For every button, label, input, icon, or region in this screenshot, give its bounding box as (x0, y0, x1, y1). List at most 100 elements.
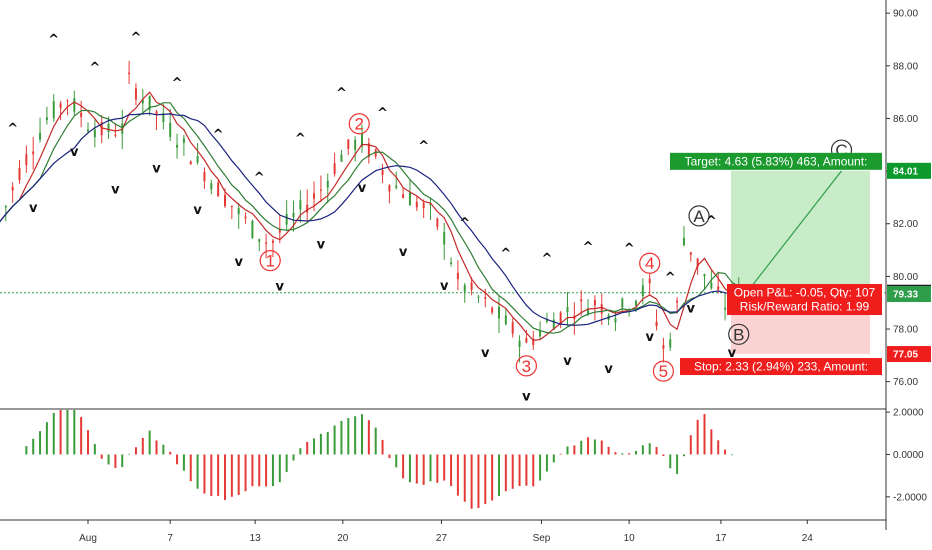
position-zones (0, 170, 886, 355)
fractal-down-marker: v (645, 330, 654, 345)
fractal-markers: ^ v ^ v ^ v ^ v ^ v ^ v ^ v ^ v ^ v ^ v ^ v ^ v ^ v ^ v ^ v ^ v ^ v ^ v (7, 31, 736, 405)
candle-body (689, 252, 692, 255)
candle-body (703, 274, 706, 277)
wave-label: 4 (645, 254, 654, 273)
wave-label: 1 (265, 252, 274, 271)
ma-fast (0, 91, 746, 342)
candle-body (717, 286, 720, 290)
candle-body (395, 185, 398, 188)
candle-body (271, 240, 274, 243)
candle-body (676, 300, 679, 303)
target-zone (731, 170, 870, 295)
wave-circle (259, 249, 281, 272)
wave-circle (728, 323, 750, 345)
candle-body (456, 272, 459, 280)
price-tick-label: 80.00 (893, 272, 918, 283)
wave-circle (348, 113, 370, 135)
fractal-down-marker: v (522, 389, 531, 404)
candle-body (518, 340, 521, 348)
fractal-down-marker: v (563, 354, 572, 369)
fractal-up-marker: ^ (89, 61, 100, 76)
oscillator-tick-label: 2.0000 (893, 408, 924, 419)
candle-body (169, 122, 172, 137)
fractal-up-marker: ^ (377, 106, 388, 121)
candle-body (587, 308, 590, 315)
price-badge (887, 286, 931, 303)
candle-body (182, 138, 185, 143)
candle-body (141, 99, 144, 104)
candle-body (278, 229, 281, 233)
candle-body (292, 212, 295, 218)
risk-reward-label-box (727, 298, 882, 316)
ma-slow (0, 112, 746, 326)
fractal-down-marker: v (317, 238, 326, 253)
price-tick-label: 78.00 (893, 325, 918, 336)
candle-body (32, 151, 35, 155)
candle-body (244, 216, 247, 219)
fractal-up-marker: ^ (459, 216, 470, 231)
candle-body (511, 322, 514, 334)
candle-body (477, 296, 480, 298)
candle-body (340, 154, 343, 162)
candle-body (504, 315, 507, 325)
candle-body (422, 203, 425, 209)
candle-body (80, 112, 83, 118)
candle-body (374, 149, 377, 157)
candle-body (162, 113, 165, 123)
pnl-label-box (727, 284, 882, 302)
fractal-up-marker: ^ (541, 251, 552, 266)
candle-body (155, 111, 158, 115)
candle-body (491, 307, 494, 313)
fractal-down-marker: v (70, 145, 79, 160)
time-tick-label: 17 (715, 533, 727, 544)
candle-body (87, 129, 89, 132)
candle-body (107, 123, 110, 133)
candle-body (388, 185, 391, 192)
target-label: Target: 4.63 (5.83%) 463, Amount: (685, 154, 868, 168)
wave-label: 3 (522, 357, 531, 376)
candle-body (196, 156, 199, 163)
candle-body (580, 299, 583, 302)
fractal-up-marker: ^ (213, 128, 224, 143)
candle-body (217, 182, 220, 197)
candle-body (73, 98, 76, 112)
fractal-down-marker: v (358, 181, 367, 196)
candle-body (381, 170, 384, 176)
fractal-down-marker: v (399, 245, 408, 260)
fractal-up-marker: ^ (583, 240, 594, 255)
candle-body (347, 139, 350, 149)
candle-body (59, 103, 62, 108)
candle-body (463, 285, 466, 292)
candle-body (525, 338, 528, 343)
price-tick-label: 82.00 (893, 219, 918, 230)
price-badge-label: 79.33 (893, 290, 918, 301)
stop-label-box (680, 358, 882, 376)
candle-body (450, 262, 453, 264)
candle-body (724, 307, 727, 310)
candle-body (559, 312, 562, 324)
candle-body (600, 304, 603, 314)
price-badge-label: 77.05 (893, 350, 918, 361)
candle-body (655, 321, 658, 327)
fractal-down-marker: v (193, 203, 202, 218)
candle-body (408, 192, 411, 206)
candle-body (224, 194, 226, 207)
candle-body (682, 237, 685, 246)
time-tick-label: 20 (337, 533, 349, 544)
candle-body (176, 144, 179, 148)
candle-body (566, 307, 569, 313)
oscillator-histogram (25, 410, 733, 509)
moving-averages (0, 91, 746, 342)
wave-label: B (733, 325, 744, 344)
candle-body (545, 320, 548, 322)
time-tick-label: 13 (250, 533, 262, 544)
position-overlay: Target: 4.63 (5.83%) 463, Amount: Open P&… (670, 152, 882, 376)
candle-body (614, 318, 617, 323)
candle-body (443, 232, 446, 245)
price-badge (887, 162, 931, 179)
candle-body (128, 72, 131, 75)
candle-body (11, 186, 14, 191)
candle-body (258, 239, 261, 242)
